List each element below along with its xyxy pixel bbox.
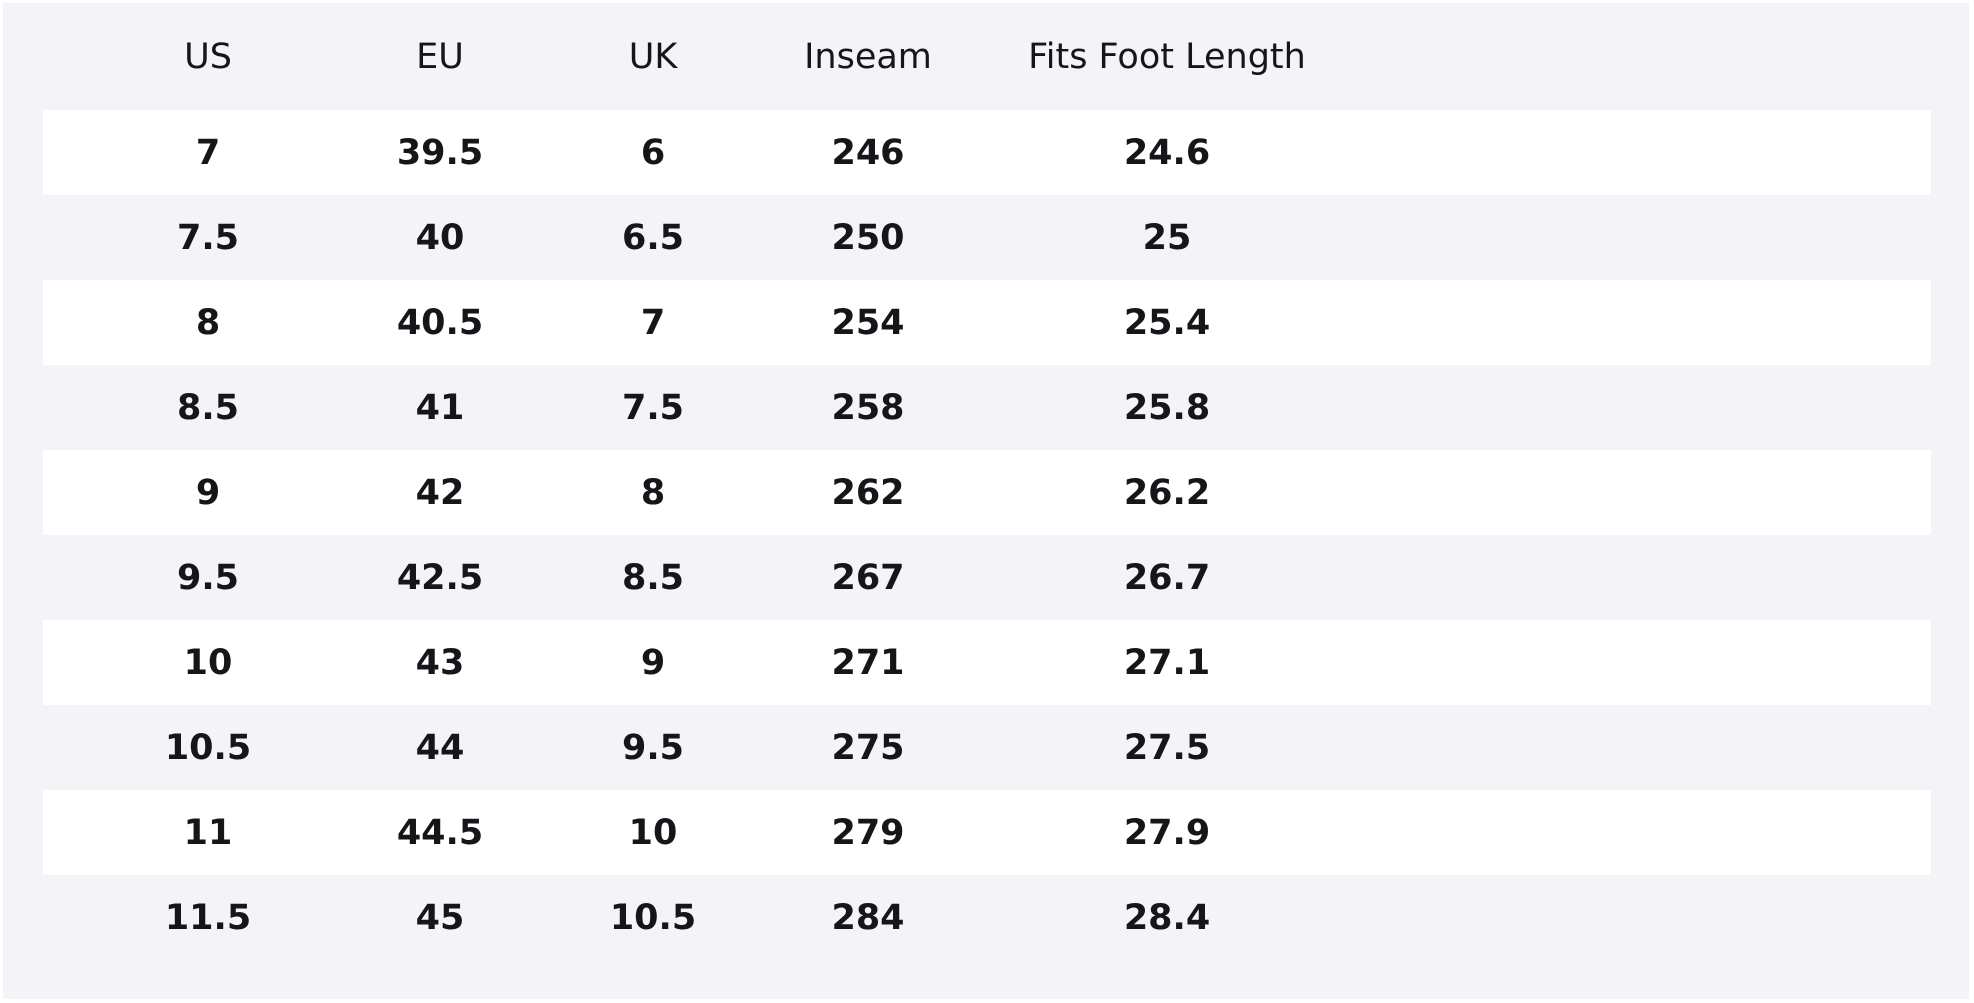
table-cell: 45 [415, 897, 465, 938]
table-cell: Fits Foot Length [1028, 36, 1306, 77]
table-row: 8.5 41 7.5 258 25.8 [43, 365, 1931, 450]
table-cell: 254 [831, 302, 905, 343]
table-cell: 10 [183, 642, 233, 683]
table-row: 11.5 45 10.5 284 28.4 [43, 875, 1931, 960]
table-cell: 44 [415, 727, 465, 768]
table-cell: 258 [831, 387, 905, 428]
table-cell: 9.5 [176, 557, 239, 598]
table-cell: 8.5 [621, 557, 684, 598]
table-row: 10 43 9 271 27.1 [43, 620, 1931, 705]
table-cell: 26.2 [1123, 472, 1211, 513]
table-cell: 7.5 [176, 217, 239, 258]
table-cell: 7.5 [621, 387, 684, 428]
table-cell: US [184, 36, 232, 77]
table-cell: 26.7 [1123, 557, 1211, 598]
table-cell: 7 [195, 132, 221, 173]
table-row: 11 44.5 10 279 27.9 [43, 790, 1931, 875]
table-cell: 24.6 [1123, 132, 1211, 173]
table-cell: 9.5 [621, 727, 684, 768]
table-cell: 27.9 [1123, 812, 1211, 853]
table-cell: 250 [831, 217, 905, 258]
table-cell: 28.4 [1123, 897, 1211, 938]
table-cell: 10.5 [609, 897, 697, 938]
table-cell: 39.5 [396, 132, 484, 173]
table-cell: 262 [831, 472, 905, 513]
table-cell: 43 [415, 642, 465, 683]
table-cell: 25 [1142, 217, 1192, 258]
table-row: 9 42 8 262 26.2 [43, 450, 1931, 535]
table-cell: 8 [195, 302, 221, 343]
table-cell: 284 [831, 897, 905, 938]
table-cell: 271 [831, 642, 905, 683]
table-cell: 8 [640, 472, 666, 513]
size-table: US EU UK Inseam Fits Foot Length 7 39.5 6 246 24.… [43, 3, 1931, 960]
table-row: 7 39.5 6 246 24.6 [43, 110, 1931, 195]
table-cell: EU [416, 36, 464, 77]
header-row: US EU UK Inseam Fits Foot Length [43, 3, 1931, 110]
table-cell: 40 [415, 217, 465, 258]
table-cell: 40.5 [396, 302, 484, 343]
table-panel: US EU UK Inseam Fits Foot Length 7 39.5 6 246 24.… [3, 3, 1969, 999]
table-cell: 11.5 [164, 897, 252, 938]
table-cell: 267 [831, 557, 905, 598]
table-cell: 6 [640, 132, 666, 173]
table-cell: 246 [831, 132, 905, 173]
table-cell: 42.5 [396, 557, 484, 598]
table-cell: 8.5 [176, 387, 239, 428]
table-cell: 10.5 [164, 727, 252, 768]
table-cell: 9 [195, 472, 221, 513]
table-cell: 41 [415, 387, 465, 428]
table-row: 8 40.5 7 254 25.4 [43, 280, 1931, 365]
table-cell: 27.5 [1123, 727, 1211, 768]
table-cell: 279 [831, 812, 905, 853]
table-cell: 9 [640, 642, 666, 683]
table-row: 7.5 40 6.5 250 25 [43, 195, 1931, 280]
table-cell: 11 [183, 812, 233, 853]
table-cell: 42 [415, 472, 465, 513]
table-cell: UK [628, 36, 678, 77]
table-cell: 10 [628, 812, 678, 853]
table-cell: 6.5 [621, 217, 684, 258]
table-cell: Inseam [804, 36, 932, 77]
table-cell: 7 [640, 302, 666, 343]
table-cell: 27.1 [1123, 642, 1211, 683]
table-row: 9.5 42.5 8.5 267 26.7 [43, 535, 1931, 620]
table-row: 10.5 44 9.5 275 27.5 [43, 705, 1931, 790]
table-cell: 25.4 [1123, 302, 1211, 343]
table-cell: 25.8 [1123, 387, 1211, 428]
table-cell: 44.5 [396, 812, 484, 853]
table-cell: 275 [831, 727, 905, 768]
